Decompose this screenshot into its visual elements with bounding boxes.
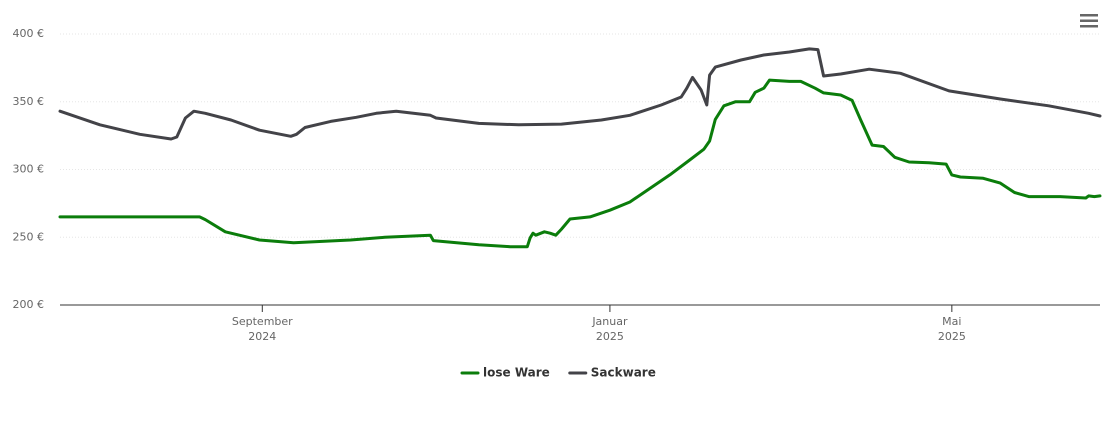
y-tick-label: 200 €	[13, 298, 45, 311]
menu-bar	[1080, 25, 1098, 28]
legend: lose Ware Sackware	[460, 366, 656, 380]
x-tick-label: 2024	[248, 330, 276, 343]
series-line	[58, 47, 1102, 141]
menu-bar	[1080, 14, 1098, 17]
series-line	[58, 78, 1102, 249]
legend-item: lose Ware	[460, 366, 550, 380]
y-tick-label: 250 €	[13, 230, 45, 243]
legend-label: lose Ware	[483, 366, 550, 380]
legend-label: Sackware	[591, 366, 656, 380]
x-tick-label: Mai	[942, 315, 961, 328]
y-tick-label: 300 €	[13, 163, 45, 176]
legend-item: Sackware	[568, 366, 656, 380]
menu-button[interactable]	[1080, 14, 1098, 28]
x-tick-label: Januar	[591, 315, 628, 328]
x-tick-label: 2025	[596, 330, 624, 343]
y-tick-label: 400 €	[13, 27, 45, 40]
y-tick-label: 350 €	[13, 95, 45, 108]
x-tick-label: 2025	[938, 330, 966, 343]
x-tick-label: September	[232, 315, 293, 328]
menu-bar	[1080, 19, 1098, 22]
